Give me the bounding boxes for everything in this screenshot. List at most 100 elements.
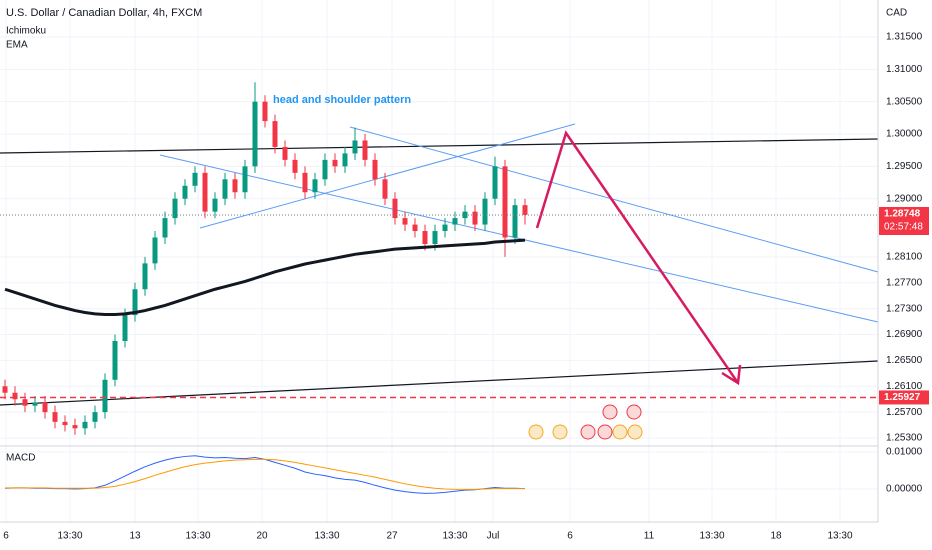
candle-body: [332, 159, 338, 167]
event-icon: [528, 424, 544, 440]
candle-body: [492, 166, 498, 199]
y-tick-label: 0.00000: [886, 484, 923, 495]
x-tick-label: 18: [770, 531, 782, 542]
candle-body: [502, 166, 508, 238]
candle-body: [182, 185, 188, 199]
event-icon: [580, 424, 596, 440]
candle-body: [132, 289, 138, 316]
x-tick-label: 20: [256, 531, 268, 542]
indicator-label: Ichimoku: [6, 26, 46, 37]
candle-body: [222, 179, 228, 199]
candle-body: [92, 412, 98, 422]
price-countdown: 02:57:48: [884, 222, 923, 233]
candle-body: [212, 198, 218, 212]
y-tick-label: 1.26500: [886, 355, 923, 366]
macd-line: [5, 458, 525, 490]
candle-body: [262, 101, 268, 122]
candle-body: [202, 172, 208, 212]
projection-arrow: [535, 130, 740, 384]
price-tag: [879, 206, 929, 235]
event-icon: [626, 404, 642, 420]
candle-body: [52, 412, 58, 422]
arrow-head: [721, 364, 742, 386]
candle-body: [42, 402, 48, 413]
candle-body: [172, 198, 178, 219]
x-tick-label: 27: [386, 531, 398, 542]
candle-body: [362, 140, 368, 160]
candle-body: [252, 101, 258, 167]
candle-body: [432, 231, 438, 244]
x-tick-label: 13:30: [185, 531, 210, 542]
candle-body: [472, 211, 478, 225]
candle-body: [122, 315, 128, 341]
price-axis: [878, 0, 932, 550]
y-tick-label: 1.26100: [886, 381, 923, 392]
candle-body: [312, 179, 318, 193]
trend-line: [0, 360, 879, 406]
y-tick-label: 1.28100: [886, 252, 923, 263]
candle-body: [422, 231, 428, 244]
y-tick-label: 1.29500: [886, 161, 923, 172]
candle-body: [22, 399, 28, 406]
event-icon: [602, 404, 618, 420]
x-tick-label: 11: [644, 531, 655, 542]
candle-body: [402, 218, 408, 225]
macd-label: MACD: [6, 453, 35, 464]
candle-body: [272, 121, 278, 147]
candle-body: [352, 140, 358, 154]
candle-body: [102, 379, 108, 413]
event-icon: [597, 424, 613, 440]
candle-body: [232, 179, 238, 193]
candle-body: [452, 218, 458, 225]
currency-label: CAD: [886, 8, 907, 19]
candle-body: [72, 425, 78, 429]
candle-body: [512, 205, 518, 238]
chart-title: U.S. Dollar / Canadian Dollar, 4h, FXCM: [6, 7, 202, 19]
x-tick-label: 13: [129, 531, 141, 542]
candle-body: [342, 153, 348, 167]
x-tick-label: Jul: [487, 531, 500, 542]
event-icons: [528, 404, 643, 440]
candle-body: [292, 159, 298, 173]
candle-body: [112, 340, 118, 380]
x-tick-label: 6: [567, 531, 573, 542]
price-tag-label: 1.28748: [884, 209, 921, 220]
candle-body: [482, 198, 488, 225]
candle-body: [522, 205, 528, 215]
event-icon: [612, 424, 628, 440]
candle-body: [322, 159, 328, 180]
candle-body: [12, 392, 18, 400]
candle-body: [412, 224, 418, 232]
x-tick-label: 13:30: [699, 531, 724, 542]
channel-line: [349, 126, 879, 273]
candle-body: [142, 263, 148, 290]
annotation: head and shoulder pattern: [273, 94, 411, 106]
x-tick-label: 13:30: [314, 531, 339, 542]
time-axis: [0, 522, 932, 550]
candle-body: [302, 172, 308, 193]
x-tick-label: 13:30: [827, 531, 852, 542]
indicator-label: EMA: [6, 40, 28, 51]
x-tick-label: 13:30: [442, 531, 467, 542]
y-tick-label: 1.26900: [886, 329, 923, 340]
event-icon: [627, 424, 643, 440]
candle-body: [392, 198, 398, 219]
channel-line: [159, 154, 879, 323]
y-tick-label: 1.31000: [886, 64, 923, 75]
neckline: [199, 123, 576, 229]
ema-line: [4, 238, 526, 316]
level-tag: [879, 390, 929, 405]
candle-body: [442, 224, 448, 232]
candle-body: [32, 402, 38, 406]
grid: [0, 0, 878, 522]
candle-body: [192, 172, 198, 186]
candle-body: [282, 146, 288, 160]
y-tick-label: 1.25700: [886, 407, 923, 418]
y-tick-label: 0.01000: [886, 447, 923, 458]
y-tick-label: 1.29000: [886, 193, 923, 204]
candle-body: [382, 179, 388, 199]
y-tick-label: 1.31500: [886, 32, 923, 43]
y-tick-label: 1.30000: [886, 129, 923, 140]
